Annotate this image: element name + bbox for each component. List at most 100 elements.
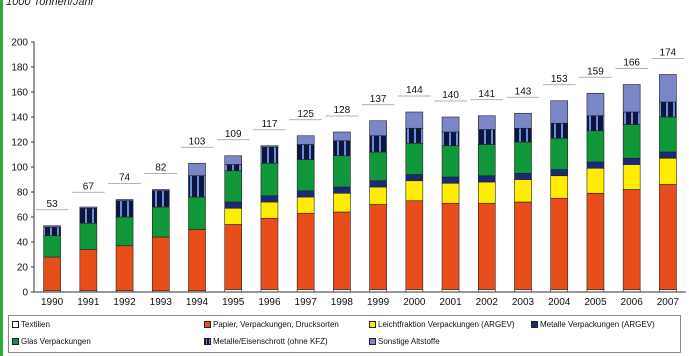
bar-segment: [333, 192, 351, 213]
bar-segment: [477, 175, 496, 183]
bar-segment: [622, 189, 641, 290]
total-label: 67: [83, 181, 95, 192]
bar-segment: [441, 202, 460, 290]
bar-segment: [659, 116, 677, 153]
bar-segment: [514, 141, 532, 174]
bar-segment: [369, 120, 387, 137]
bar-segment: [477, 144, 496, 177]
total-label: 109: [225, 129, 242, 140]
x-tick-label: 2005: [584, 297, 607, 308]
bar-segment: [115, 216, 134, 247]
bar-segment: [224, 155, 243, 165]
bar-segment: [224, 201, 243, 209]
legend-item-metalle-verpackungen: Metalle Verpackungen (ARGEV): [531, 320, 655, 329]
x-tick-label: 1991: [77, 297, 100, 308]
total-label: 143: [515, 86, 532, 97]
total-label: 128: [334, 105, 351, 116]
bar-segment: [369, 135, 387, 153]
bar-segment: [115, 200, 134, 218]
y-tick-label: 140: [11, 113, 28, 124]
bar-segment: [369, 186, 387, 205]
bar-segment: [659, 184, 677, 290]
total-label: 174: [660, 48, 677, 59]
bar-segment: [369, 151, 387, 182]
x-tick-label: 1997: [295, 297, 318, 308]
bar-segment: [659, 101, 677, 118]
bar-segment: [369, 204, 387, 290]
bar-segment: [224, 164, 243, 172]
bar-segment: [514, 201, 532, 290]
total-label: 144: [406, 85, 423, 96]
legend-item-sonstige: Sonstige Altstoffe: [369, 337, 440, 346]
bar-segment: [441, 131, 460, 147]
bar-segment: [622, 157, 641, 165]
total-label: 74: [119, 173, 131, 184]
bar-segment: [333, 131, 351, 142]
total-label: 137: [370, 94, 387, 105]
bar-segment: [586, 130, 605, 163]
bar-segment: [369, 180, 387, 188]
bar-segment: [550, 122, 569, 139]
bar-segment: [188, 175, 206, 198]
y-tick-label: 200: [11, 38, 28, 49]
bar-segment: [477, 129, 496, 145]
total-label: 53: [47, 199, 59, 210]
y-tick-label: 80: [17, 188, 29, 199]
bar-segment: [405, 142, 424, 175]
bar-segment: [441, 176, 460, 184]
bar-segment: [260, 146, 279, 164]
legend-swatch: [531, 321, 538, 328]
bar-segment: [260, 162, 279, 197]
bar-segment: [622, 164, 641, 190]
x-tick-label: 2001: [439, 297, 462, 308]
bar-segment: [514, 179, 532, 203]
unit-label: 1000 Tonnen/Jahr: [6, 0, 95, 8]
x-tick-label: 2000: [403, 297, 426, 308]
total-label: 82: [155, 163, 167, 174]
bar-segment: [550, 175, 569, 199]
y-tick-label: 180: [11, 63, 28, 74]
bar-segment: [224, 170, 243, 203]
bar-segment: [224, 207, 243, 225]
bar-segment: [659, 157, 677, 185]
y-tick-label: 160: [11, 88, 28, 99]
bar-segment: [550, 100, 569, 124]
bar-segment: [333, 211, 351, 290]
x-tick-label: 1998: [331, 297, 354, 308]
x-tick-label: 1990: [41, 297, 64, 308]
bar-segment: [586, 92, 605, 117]
legend-swatch: [204, 338, 211, 345]
legend-item-eisenschrott: Metalle/Eisenschrott (ohne KFZ): [204, 337, 328, 346]
x-tick-label: 2007: [657, 297, 680, 308]
bar-segment: [115, 199, 134, 202]
bar-segment: [514, 172, 532, 180]
bar-segment: [151, 190, 170, 208]
x-tick-label: 2003: [512, 297, 535, 308]
bar-segment: [550, 197, 569, 290]
accent-bar: [0, 0, 3, 356]
total-label: 153: [551, 74, 568, 85]
bar-segment: [550, 169, 569, 177]
total-label: 125: [297, 109, 314, 120]
bar-segment: [224, 224, 243, 290]
x-tick-label: 1994: [186, 297, 209, 308]
bar-segment: [43, 226, 61, 237]
bar-segment: [43, 256, 61, 292]
legend-item-glas: Glas Verpackungen: [12, 337, 91, 346]
x-tick-label: 2004: [548, 297, 571, 308]
bar-segment: [151, 189, 170, 192]
bar-segment: [296, 144, 315, 160]
x-tick-label: 1996: [258, 297, 281, 308]
y-tick-label: 100: [11, 163, 28, 174]
x-tick-label: 1992: [113, 297, 136, 308]
bar-segment: [586, 167, 605, 194]
x-tick-label: 1993: [150, 297, 173, 308]
bar-segment: [586, 115, 605, 132]
bar-segment: [333, 140, 351, 157]
bar-segment: [260, 195, 279, 203]
stacked-bar-chart: 0 20 40 60 80 100 120 140 160 180 200 1990 53 1991 67 1…: [11, 38, 686, 308]
bar-segment: [296, 135, 315, 145]
bar-segment: [441, 116, 460, 133]
bar-segment: [514, 127, 532, 143]
x-tick-label: 2006: [621, 297, 644, 308]
